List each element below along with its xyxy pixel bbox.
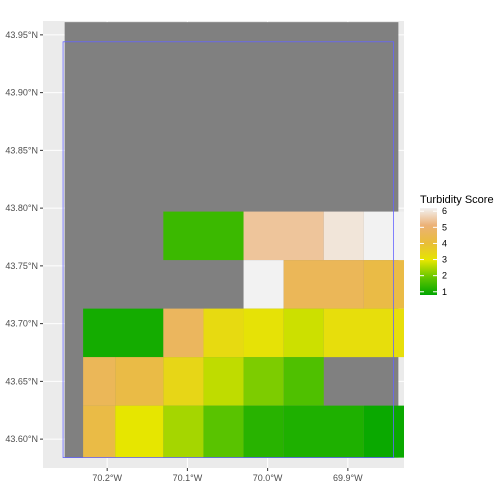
heatmap-cell bbox=[243, 308, 284, 358]
heatmap-cell bbox=[83, 357, 116, 406]
y-tick-label: 43.90°N bbox=[5, 88, 38, 98]
y-tick-label: 43.75°N bbox=[5, 261, 38, 271]
heatmap-cell bbox=[323, 308, 404, 358]
legend-label: 5 bbox=[442, 222, 447, 232]
y-tick-label: 43.80°N bbox=[5, 203, 38, 213]
heatmap-cell bbox=[243, 357, 284, 406]
heatmap-cell bbox=[363, 405, 404, 458]
study-area-outline bbox=[62, 41, 394, 459]
x-tick-label: 69.9°W bbox=[333, 473, 363, 483]
x-tick-label: 70.1°W bbox=[173, 473, 203, 483]
heatmap-cell bbox=[115, 357, 164, 406]
legend-label: 4 bbox=[442, 238, 447, 248]
heatmap-cell bbox=[243, 260, 284, 309]
y-tick-label: 43.65°N bbox=[5, 376, 38, 386]
y-tick-label: 43.95°N bbox=[5, 30, 38, 40]
y-axis: 43.95°N 43.90°N 43.85°N 43.80°N 43.75°N 43.70… bbox=[5, 30, 43, 444]
legend-colorbar bbox=[420, 208, 437, 295]
heatmap-cell bbox=[363, 211, 404, 261]
legend: Turbidity Score 6 5 4 3 2 1 bbox=[420, 194, 494, 297]
heatmap-cell bbox=[283, 308, 324, 358]
heatmap-cell bbox=[283, 405, 364, 458]
heatmap-cell bbox=[163, 211, 244, 261]
legend-label: 3 bbox=[442, 255, 447, 265]
y-tick-label: 43.60°N bbox=[5, 434, 38, 444]
heatmap-cell bbox=[83, 308, 164, 358]
heatmap-cell bbox=[243, 211, 324, 261]
heatmap-cell bbox=[363, 260, 404, 309]
legend-title: Turbidity Score bbox=[420, 194, 494, 206]
y-tick-label: 43.70°N bbox=[5, 319, 38, 329]
heatmap-cell bbox=[203, 357, 244, 406]
x-tick-label: 70.2°W bbox=[92, 473, 122, 483]
heatmap-cell bbox=[83, 405, 116, 458]
heatmap-cell bbox=[163, 308, 204, 358]
heatmap-cell bbox=[203, 308, 244, 358]
x-tick-label: 70.0°W bbox=[253, 473, 283, 483]
heatmap-cell bbox=[115, 405, 164, 458]
heatmap-cell bbox=[243, 405, 284, 458]
heatmap-cell bbox=[283, 357, 324, 406]
legend-label: 6 bbox=[442, 206, 447, 216]
legend-ticks: 6 5 4 3 2 1 bbox=[420, 206, 447, 297]
heatmap-cell bbox=[203, 405, 244, 458]
heatmap-cell bbox=[323, 211, 364, 261]
x-axis: 70.2°W 70.1°W 70.0°W 69.9°W bbox=[92, 468, 363, 483]
legend-label: 2 bbox=[442, 271, 447, 281]
heatmap-cells bbox=[83, 211, 404, 458]
heatmap-cell bbox=[283, 260, 364, 309]
legend-label: 1 bbox=[442, 287, 447, 297]
heatmap-cell bbox=[163, 357, 204, 406]
heatmap-cell bbox=[163, 405, 204, 458]
y-tick-label: 43.85°N bbox=[5, 145, 38, 155]
